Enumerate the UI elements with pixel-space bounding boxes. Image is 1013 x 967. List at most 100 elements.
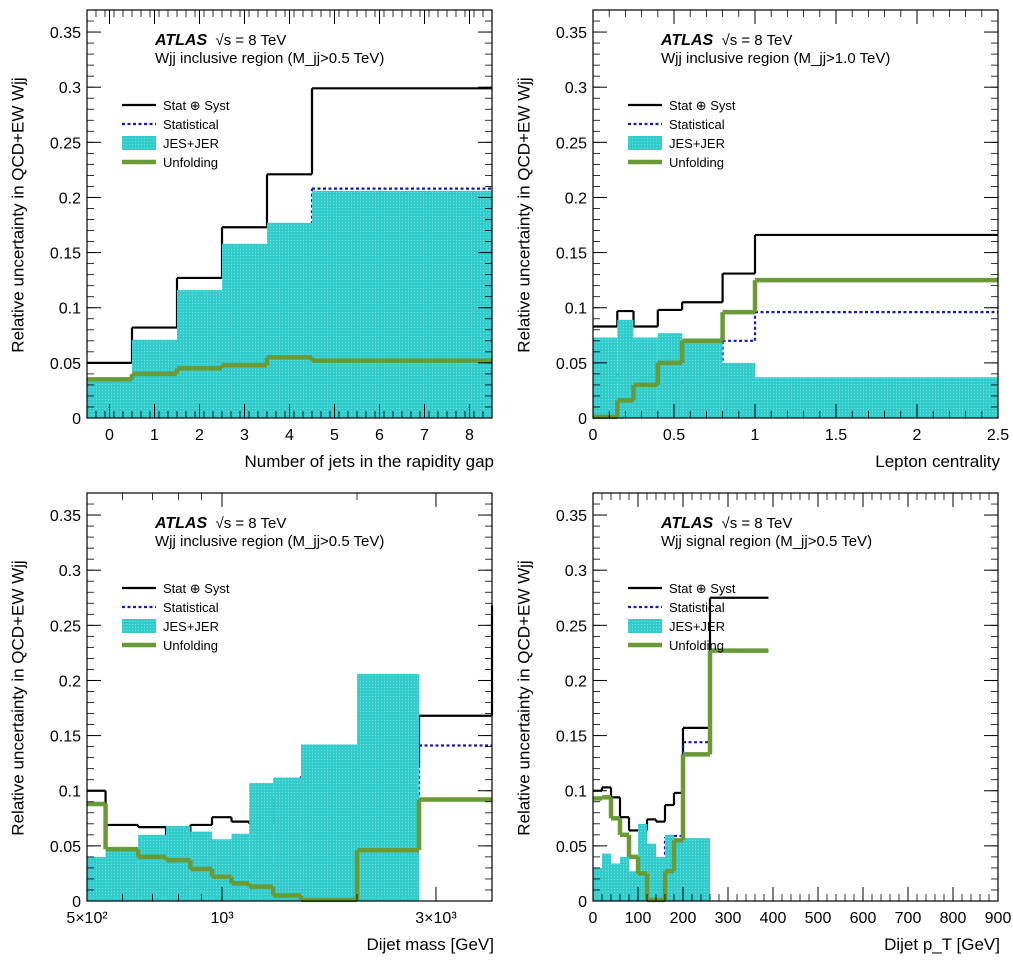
jes-jer-bin xyxy=(647,843,656,901)
x-tick-label: 7 xyxy=(420,427,429,444)
x-axis-label: Lepton centrality xyxy=(875,452,1000,471)
plot-frame xyxy=(592,492,999,902)
x-tick-label: 5 xyxy=(330,427,339,444)
jes-jer-bin xyxy=(638,823,647,901)
jes-jer-bin xyxy=(190,831,213,901)
region-label: Wjj inclusive region (M_jj>1.0 TeV) xyxy=(661,50,891,67)
legend-stat-syst: Stat ⊕ Syst xyxy=(669,98,736,113)
jes-jer-bin xyxy=(357,673,420,901)
jes-jer-bin xyxy=(300,744,357,901)
x-tick-label: 900 xyxy=(985,910,1012,927)
y-tick-label: 0.25 xyxy=(50,135,81,152)
jes-jer-bin xyxy=(755,377,998,418)
legend-unfolding: Unfolding xyxy=(669,155,724,170)
region-label: Wjj inclusive region (M_jj>0.5 TeV) xyxy=(155,533,385,550)
y-tick-label: 0 xyxy=(578,411,587,428)
y-tick-label: 0.25 xyxy=(556,618,587,635)
x-tick-label: 1.5 xyxy=(825,427,847,444)
y-tick-label: 0.35 xyxy=(50,508,81,525)
x-tick-label: 400 xyxy=(760,910,787,927)
y-tick-label: 0.3 xyxy=(59,563,81,580)
x-tick-label: 0 xyxy=(589,910,598,927)
y-tick-label: 0 xyxy=(578,894,587,911)
jes-jer-bin xyxy=(212,839,232,901)
jes-jer-bin xyxy=(611,863,620,901)
x-tick-label: 8 xyxy=(465,427,474,444)
legend-unfolding: Unfolding xyxy=(163,638,218,653)
jes-jer-bin xyxy=(722,362,755,418)
legend-swatch-jes-jer xyxy=(628,136,662,150)
x-tick-label: 4 xyxy=(285,427,294,444)
chart-panel-4: Relative uncertainty in QCD+EW Wjj 0 0.05… xyxy=(506,483,1012,966)
legend-jes-jer: JES+JER xyxy=(163,136,219,151)
y-tick-label: 0.3 xyxy=(565,80,587,97)
y-tick-label: 0.1 xyxy=(565,301,587,318)
x-tick-label: 1 xyxy=(751,427,760,444)
y-tick-label: 0.2 xyxy=(59,190,81,207)
legend-jes-jer: JES+JER xyxy=(669,619,725,634)
x-tick-label: 1 xyxy=(150,427,159,444)
legend-swatch-jes-jer xyxy=(122,619,156,633)
legend-swatch-jes-jer xyxy=(628,619,662,633)
jes-jer-bin xyxy=(312,190,492,418)
plot-area-4: 0 0.05 0.1 0.15 0.2 0.25 0.3 0.35 0 100 200 300 400 5… xyxy=(556,492,1012,927)
y-tick-label: 0 xyxy=(72,894,81,911)
legend-stat-syst: Stat ⊕ Syst xyxy=(163,98,230,113)
jes-jer-bin xyxy=(617,319,634,418)
atlas-label: ATLAS √s = 8 TeV xyxy=(661,515,793,532)
jes-jer-bin xyxy=(656,856,665,901)
jes-jer-bin xyxy=(682,340,723,418)
y-tick-label: 0.05 xyxy=(556,839,587,856)
region-label: Wjj inclusive region (M_jj>0.5 TeV) xyxy=(155,50,385,67)
x-tick-label: 2.5 xyxy=(987,427,1009,444)
x-axis-label: Dijet mass [GeV] xyxy=(366,935,494,954)
legend-jes-jer: JES+JER xyxy=(163,619,219,634)
chart-panel-2: Relative uncertainty in QCD+EW Wjj 0 0.05… xyxy=(506,0,1012,483)
x-tick-label: 800 xyxy=(940,910,967,927)
plot-area-1: 0 0.05 0.1 0.15 0.2 0.25 0.3 0.35 0 1 2 3 4 5 6 7 8 xyxy=(50,9,493,444)
legend-statistical: Statistical xyxy=(163,600,219,615)
x-tick-label: 2 xyxy=(195,427,204,444)
jes-jer-bin xyxy=(165,826,191,901)
x-tick-label: 2 xyxy=(913,427,922,444)
y-tick-label: 0.15 xyxy=(556,729,587,746)
x-tick-label: 200 xyxy=(670,910,697,927)
x-tick-label: 600 xyxy=(850,910,877,927)
x-tick-label: 3×10³ xyxy=(415,910,457,927)
x-axis-label: Dijet p_T [GeV] xyxy=(884,935,1000,954)
y-tick-label: 0.15 xyxy=(50,729,81,746)
x-tick-label: 500 xyxy=(805,910,832,927)
chart-panel-3: Relative uncertainty in QCD+EW Wjj 0 0.05… xyxy=(0,483,506,966)
jes-jer-bin xyxy=(665,834,674,901)
y-tick-label: 0.2 xyxy=(565,190,587,207)
y-tick-label: 0.1 xyxy=(59,301,81,318)
plot-area-3: 0 0.05 0.1 0.15 0.2 0.25 0.3 0.35 5×10² 10³ 3×10³ xyxy=(50,492,494,927)
y-tick-label: 0.05 xyxy=(556,356,587,373)
jes-jer-bin xyxy=(273,777,301,901)
legend-stat-syst: Stat ⊕ Syst xyxy=(669,581,736,596)
plot-area-2: 0 0.05 0.1 0.15 0.2 0.25 0.3 0.35 0 0.5 1 1.5 2 2.5 xyxy=(556,9,1009,444)
x-tick-label: 3 xyxy=(240,427,249,444)
y-tick-label: 0.15 xyxy=(50,246,81,263)
jes-jer-bin xyxy=(105,849,139,901)
y-tick-label: 0.25 xyxy=(556,135,587,152)
y-tick-label: 0.25 xyxy=(50,618,81,635)
jes-jer-bin xyxy=(249,783,274,901)
x-tick-label: 300 xyxy=(715,910,742,927)
y-tick-label: 0.15 xyxy=(556,246,587,263)
y-tick-label: 0.35 xyxy=(556,508,587,525)
legend-jes-jer: JES+JER xyxy=(669,136,725,151)
x-tick-label: 0 xyxy=(105,427,114,444)
x-tick-label: 6 xyxy=(375,427,384,444)
jes-jer-bin xyxy=(629,871,638,901)
x-tick-label: 0.5 xyxy=(663,427,685,444)
x-tick-label: 0 xyxy=(589,427,598,444)
x-tick-label: 700 xyxy=(895,910,922,927)
y-tick-label: 0.3 xyxy=(565,563,587,580)
jes-jer-bin xyxy=(674,838,683,901)
jes-jer-bin xyxy=(633,337,658,418)
y-tick-label: 0.35 xyxy=(556,25,587,42)
legend-statistical: Statistical xyxy=(669,600,725,615)
y-tick-label: 0.2 xyxy=(59,673,81,690)
x-tick-label: 5×10² xyxy=(66,910,108,927)
